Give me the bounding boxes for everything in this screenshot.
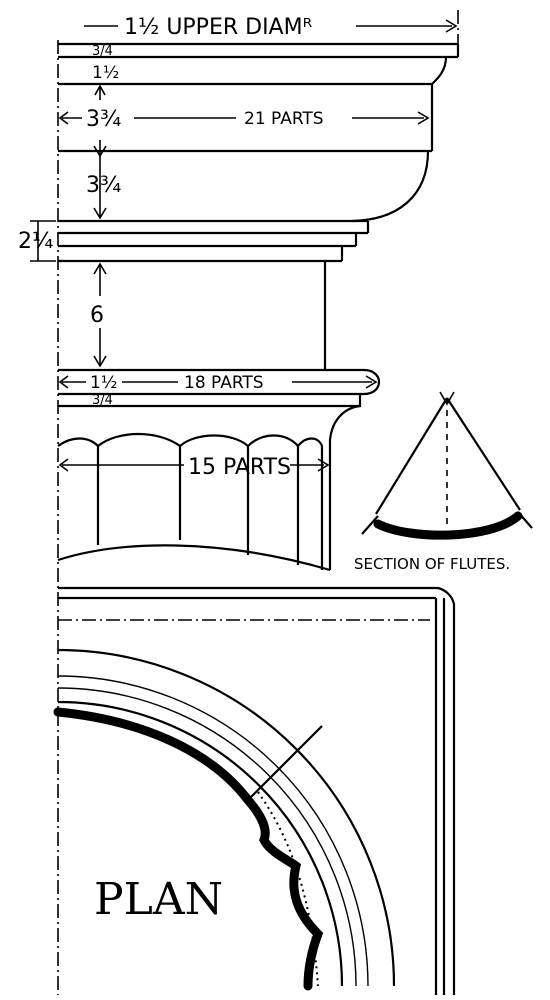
abacus-plinth: 3¾ 21 PARTS [58,84,434,153]
neck: 6 [90,261,327,370]
section-of-flutes-label: SECTION OF FLUTES. [354,555,510,573]
label-eighteen-parts: 18 PARTS [184,373,264,393]
abacus-cyma: 1½ [58,56,448,86]
label-two-quarter: 2¼ [18,229,53,254]
label-one-half-mid: 1½ [90,373,117,393]
upper-diameter-dimension: 1½ UPPER DIAMᴿ [84,15,458,40]
echinus: 3¾ [86,140,430,223]
label-three-three-quarter-b: 3¾ [86,173,121,198]
label-one-half-top: 1½ [92,63,119,83]
label-three-three-quarter-a: 3¾ [86,107,121,132]
upper-diameter-label: 1½ UPPER DIAMᴿ [124,15,313,40]
plan-label: PLAN [94,874,223,925]
plan-view: PLAN [53,586,456,995]
abacus-fillet: 3/4 [58,42,460,59]
annulets: 2¼ [18,219,370,263]
apophyge: 3/4 [58,393,362,570]
label-three-quarter-top: 3/4 [92,44,113,59]
label-twenty-one-parts: 21 PARTS [244,109,324,129]
label-six: 6 [90,303,104,328]
label-three-quarter-mid: 3/4 [92,393,113,408]
fluted-shaft: 15 PARTS [57,432,331,572]
astragal: 1½ 18 PARTS [58,368,381,396]
section-of-flutes: SECTION OF FLUTES. [354,391,533,573]
label-fifteen-parts: 15 PARTS [188,455,291,480]
